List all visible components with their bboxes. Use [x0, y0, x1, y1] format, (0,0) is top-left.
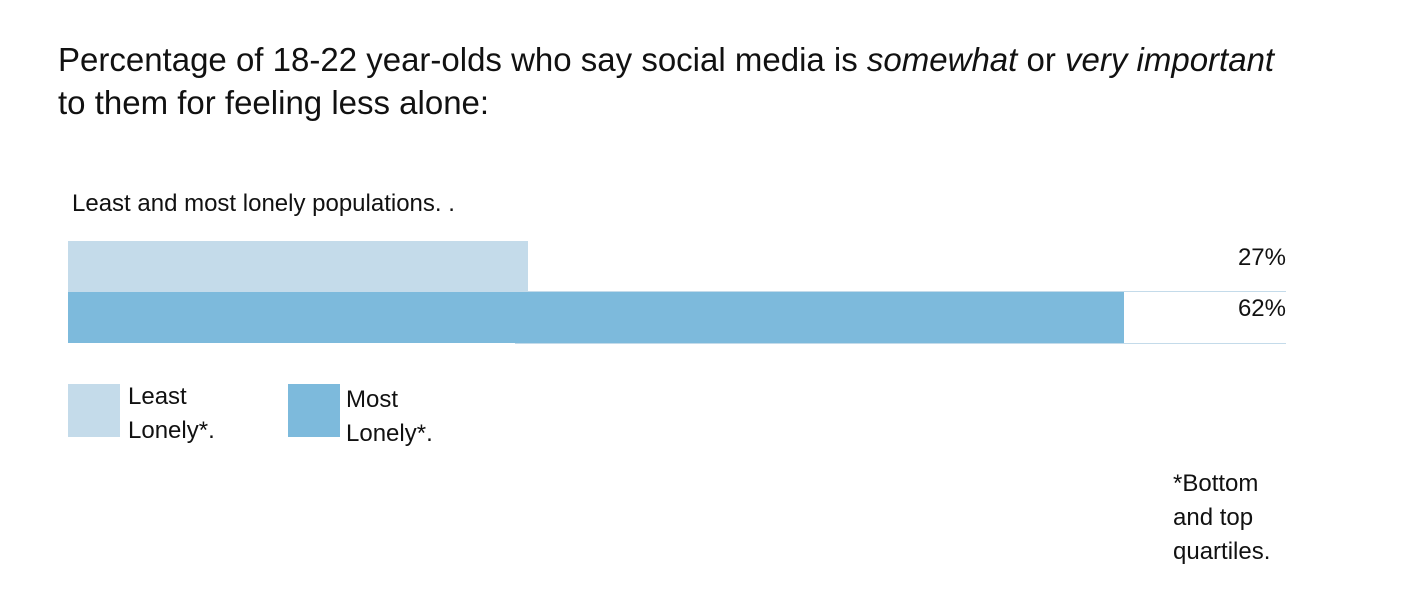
legend-label: Least Lonely*.: [128, 383, 215, 444]
value-label: 27%: [1237, 244, 1286, 271]
bar: [68, 292, 1125, 343]
legend-swatch: [288, 384, 340, 437]
footnote: *Bottom and top quartiles.: [1173, 470, 1271, 565]
chart-subtitle: Least and most lonely populations. .: [72, 190, 455, 217]
title-part: to them for feeling less alone:: [58, 84, 490, 121]
title-part: very important: [1065, 41, 1275, 78]
legend-label: Most Lonely*.: [346, 386, 433, 447]
bar-rule: [515, 343, 1286, 344]
value-label: 62%: [1237, 295, 1286, 322]
legend-swatch: [68, 384, 120, 437]
title-part: Percentage of 18-22 year-olds who say so…: [58, 41, 867, 78]
title-part: somewhat: [866, 41, 1018, 78]
bar-rule: [515, 291, 1286, 292]
chart-title: Percentage of 18-22 year-olds who say so…: [58, 38, 1298, 124]
bar: [68, 241, 529, 292]
title-part: or: [1017, 41, 1066, 78]
